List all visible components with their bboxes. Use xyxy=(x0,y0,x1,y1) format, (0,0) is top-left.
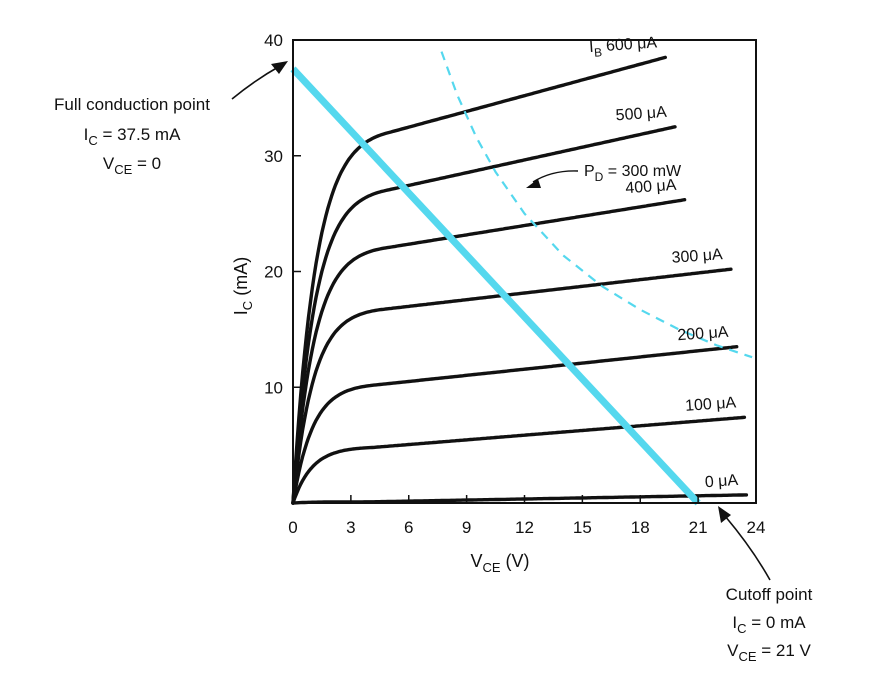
curve-label: IB 600 μA xyxy=(589,34,659,60)
x-tick-label: 24 xyxy=(747,518,766,537)
y-tick-label: 20 xyxy=(264,263,283,282)
collector-curve xyxy=(291,198,687,505)
collector-curves-layer xyxy=(291,55,749,505)
power-curve-label-group: PD = 300 mW xyxy=(526,163,682,188)
power-curve-pointer-head xyxy=(526,179,541,188)
y-tick-label: 40 xyxy=(264,31,283,50)
full-conduction-current: IC = 37.5 mA xyxy=(84,125,181,148)
full-conduction-arrow xyxy=(231,65,281,100)
x-axis-title: VCE (V) xyxy=(470,551,529,575)
full-conduction-annotation: Full conduction point IC = 37.5 mA VCE =… xyxy=(54,61,288,177)
collector-curve xyxy=(291,125,677,505)
curve-label: 300 μA xyxy=(671,246,723,267)
x-tick-label: 0 xyxy=(288,518,297,537)
curve-label: 100 μA xyxy=(685,394,737,415)
collector-curve xyxy=(291,493,749,505)
x-tick-label: 12 xyxy=(515,518,534,537)
axis-ticks-layer: 0 3 6 9 12 15 18 21 24 10 20 30 40 xyxy=(264,31,765,537)
cutoff-title: Cutoff point xyxy=(726,585,813,604)
curve-label: 0 μA xyxy=(704,472,739,491)
cutoff-voltage: VCE = 21 V xyxy=(727,641,811,664)
y-axis-title: IC (mA) xyxy=(231,257,255,315)
x-tick-label: 3 xyxy=(346,518,355,537)
full-conduction-voltage: VCE = 0 xyxy=(103,154,161,177)
x-tick-label: 18 xyxy=(631,518,650,537)
x-tick-label: 9 xyxy=(462,518,471,537)
x-tick-label: 6 xyxy=(404,518,413,537)
load-line xyxy=(290,66,701,506)
y-tick-label: 10 xyxy=(264,378,283,397)
collector-curve xyxy=(291,345,739,505)
curve-label: 500 μA xyxy=(615,104,667,125)
collector-curve xyxy=(291,267,733,505)
y-tick-label: 30 xyxy=(264,147,283,166)
cutoff-annotation: Cutoff point IC = 0 mA VCE = 21 V xyxy=(718,506,813,664)
power-dissipation-curve xyxy=(440,51,753,359)
cutoff-arrowhead xyxy=(718,506,731,523)
cutoff-arrow xyxy=(724,515,771,581)
curve-label: 400 μA xyxy=(625,177,677,198)
power-curve-label: PD = 300 mW xyxy=(584,163,682,184)
curve-label: 200 μA xyxy=(677,324,729,345)
x-tick-label: 15 xyxy=(573,518,592,537)
collector-curve xyxy=(291,415,747,505)
load-and-power-layer xyxy=(290,51,753,506)
x-tick-label: 21 xyxy=(689,518,708,537)
collector-curve xyxy=(291,55,667,505)
cutoff-current: IC = 0 mA xyxy=(732,613,806,636)
curve-labels-layer: IB 600 μA 500 μA 400 μA 300 μA 200 μA 100 μA 0… xyxy=(589,34,739,491)
full-conduction-title: Full conduction point xyxy=(54,95,210,114)
full-conduction-arrowhead xyxy=(271,61,288,74)
power-curve-pointer xyxy=(532,170,579,183)
